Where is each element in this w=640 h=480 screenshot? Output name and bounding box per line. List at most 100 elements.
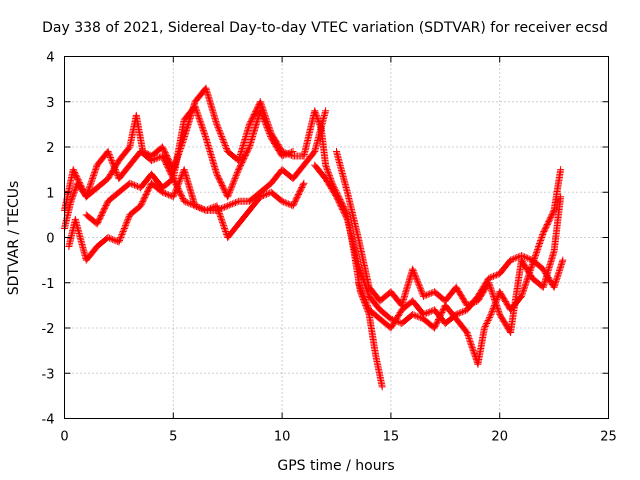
data-point <box>520 286 528 294</box>
data-point <box>457 308 465 316</box>
data-point <box>185 199 193 207</box>
data-point <box>232 172 240 180</box>
data-point <box>79 186 87 194</box>
data-point <box>86 181 94 189</box>
data-point <box>199 205 207 213</box>
grid-lines <box>64 56 609 419</box>
data-point <box>262 122 270 130</box>
data-point <box>104 148 112 156</box>
data-point <box>488 309 496 317</box>
data-point <box>536 240 544 248</box>
data-point <box>325 170 333 178</box>
data-point <box>418 288 426 296</box>
data-point <box>488 289 496 297</box>
data-point <box>359 291 367 299</box>
data-point <box>483 319 491 327</box>
data-point <box>518 289 526 297</box>
data-point <box>360 292 368 300</box>
data-point <box>537 235 545 243</box>
data-point <box>245 144 253 152</box>
data-point <box>222 143 230 151</box>
data-point <box>71 187 79 195</box>
chart-title: Day 338 of 2021, Sidereal Day-to-day VTE… <box>42 20 608 36</box>
data-point <box>87 178 95 186</box>
y-tick-label: 0 <box>46 232 54 247</box>
data-point <box>89 173 97 181</box>
data-point <box>559 256 567 264</box>
data-point <box>280 198 288 206</box>
data-point <box>524 254 532 262</box>
data-point <box>75 177 83 185</box>
data-point <box>535 243 543 251</box>
data-point <box>217 204 225 212</box>
data-point <box>323 166 331 174</box>
data-point <box>495 309 503 317</box>
data-point <box>256 98 264 106</box>
data-point <box>354 261 362 269</box>
data-point <box>259 113 267 121</box>
data-point <box>267 132 275 140</box>
data-point <box>122 220 130 228</box>
data-point <box>412 273 420 281</box>
data-point <box>486 313 494 321</box>
data-point <box>73 173 81 181</box>
data-point <box>230 199 238 207</box>
data-point <box>219 220 227 228</box>
data-point <box>233 169 241 177</box>
data-point <box>230 176 238 184</box>
data-point <box>317 123 325 131</box>
data-point <box>201 132 209 140</box>
data-point <box>485 315 493 323</box>
data-point <box>480 324 488 332</box>
data-point <box>214 206 222 214</box>
data-point <box>124 215 132 223</box>
data-point <box>281 199 289 207</box>
data-point <box>217 215 225 223</box>
data-point <box>233 170 241 178</box>
data-point <box>218 217 226 225</box>
data-point <box>200 128 208 136</box>
data-point <box>71 168 79 176</box>
data-point <box>286 149 294 157</box>
data-point <box>525 255 533 263</box>
x-tick-label: 15 <box>383 430 400 445</box>
data-point <box>263 123 271 131</box>
data-point <box>455 309 463 317</box>
data-point <box>538 232 546 240</box>
data-point <box>216 205 224 213</box>
data-point <box>191 202 199 210</box>
data-point <box>519 288 527 296</box>
data-point <box>120 224 128 232</box>
data-point <box>522 254 530 262</box>
data-point <box>259 191 267 199</box>
data-point <box>487 285 495 293</box>
data-point <box>316 122 324 130</box>
data-point <box>228 182 236 190</box>
data-point <box>86 182 94 190</box>
data-point <box>549 208 557 216</box>
data-point <box>409 267 417 275</box>
data-point <box>106 234 114 242</box>
data-point <box>410 311 418 319</box>
data-point <box>83 190 91 198</box>
data-point <box>199 125 207 133</box>
y-tick-label: 1 <box>46 186 54 201</box>
data-point <box>426 308 434 316</box>
data-point <box>417 285 425 293</box>
data-point <box>410 268 418 276</box>
data-point <box>216 129 224 137</box>
data-point <box>116 235 124 243</box>
data-point <box>219 204 227 212</box>
y-tick-label: -2 <box>42 322 55 337</box>
data-point <box>355 280 363 288</box>
data-point <box>322 161 330 169</box>
data-point <box>467 341 475 349</box>
data-point <box>217 131 225 139</box>
data-point <box>363 301 371 309</box>
data-point <box>120 226 128 234</box>
data-point <box>470 348 478 356</box>
data-point <box>467 339 475 347</box>
data-point <box>92 164 100 172</box>
data-point <box>469 347 477 355</box>
data-point <box>355 262 363 270</box>
